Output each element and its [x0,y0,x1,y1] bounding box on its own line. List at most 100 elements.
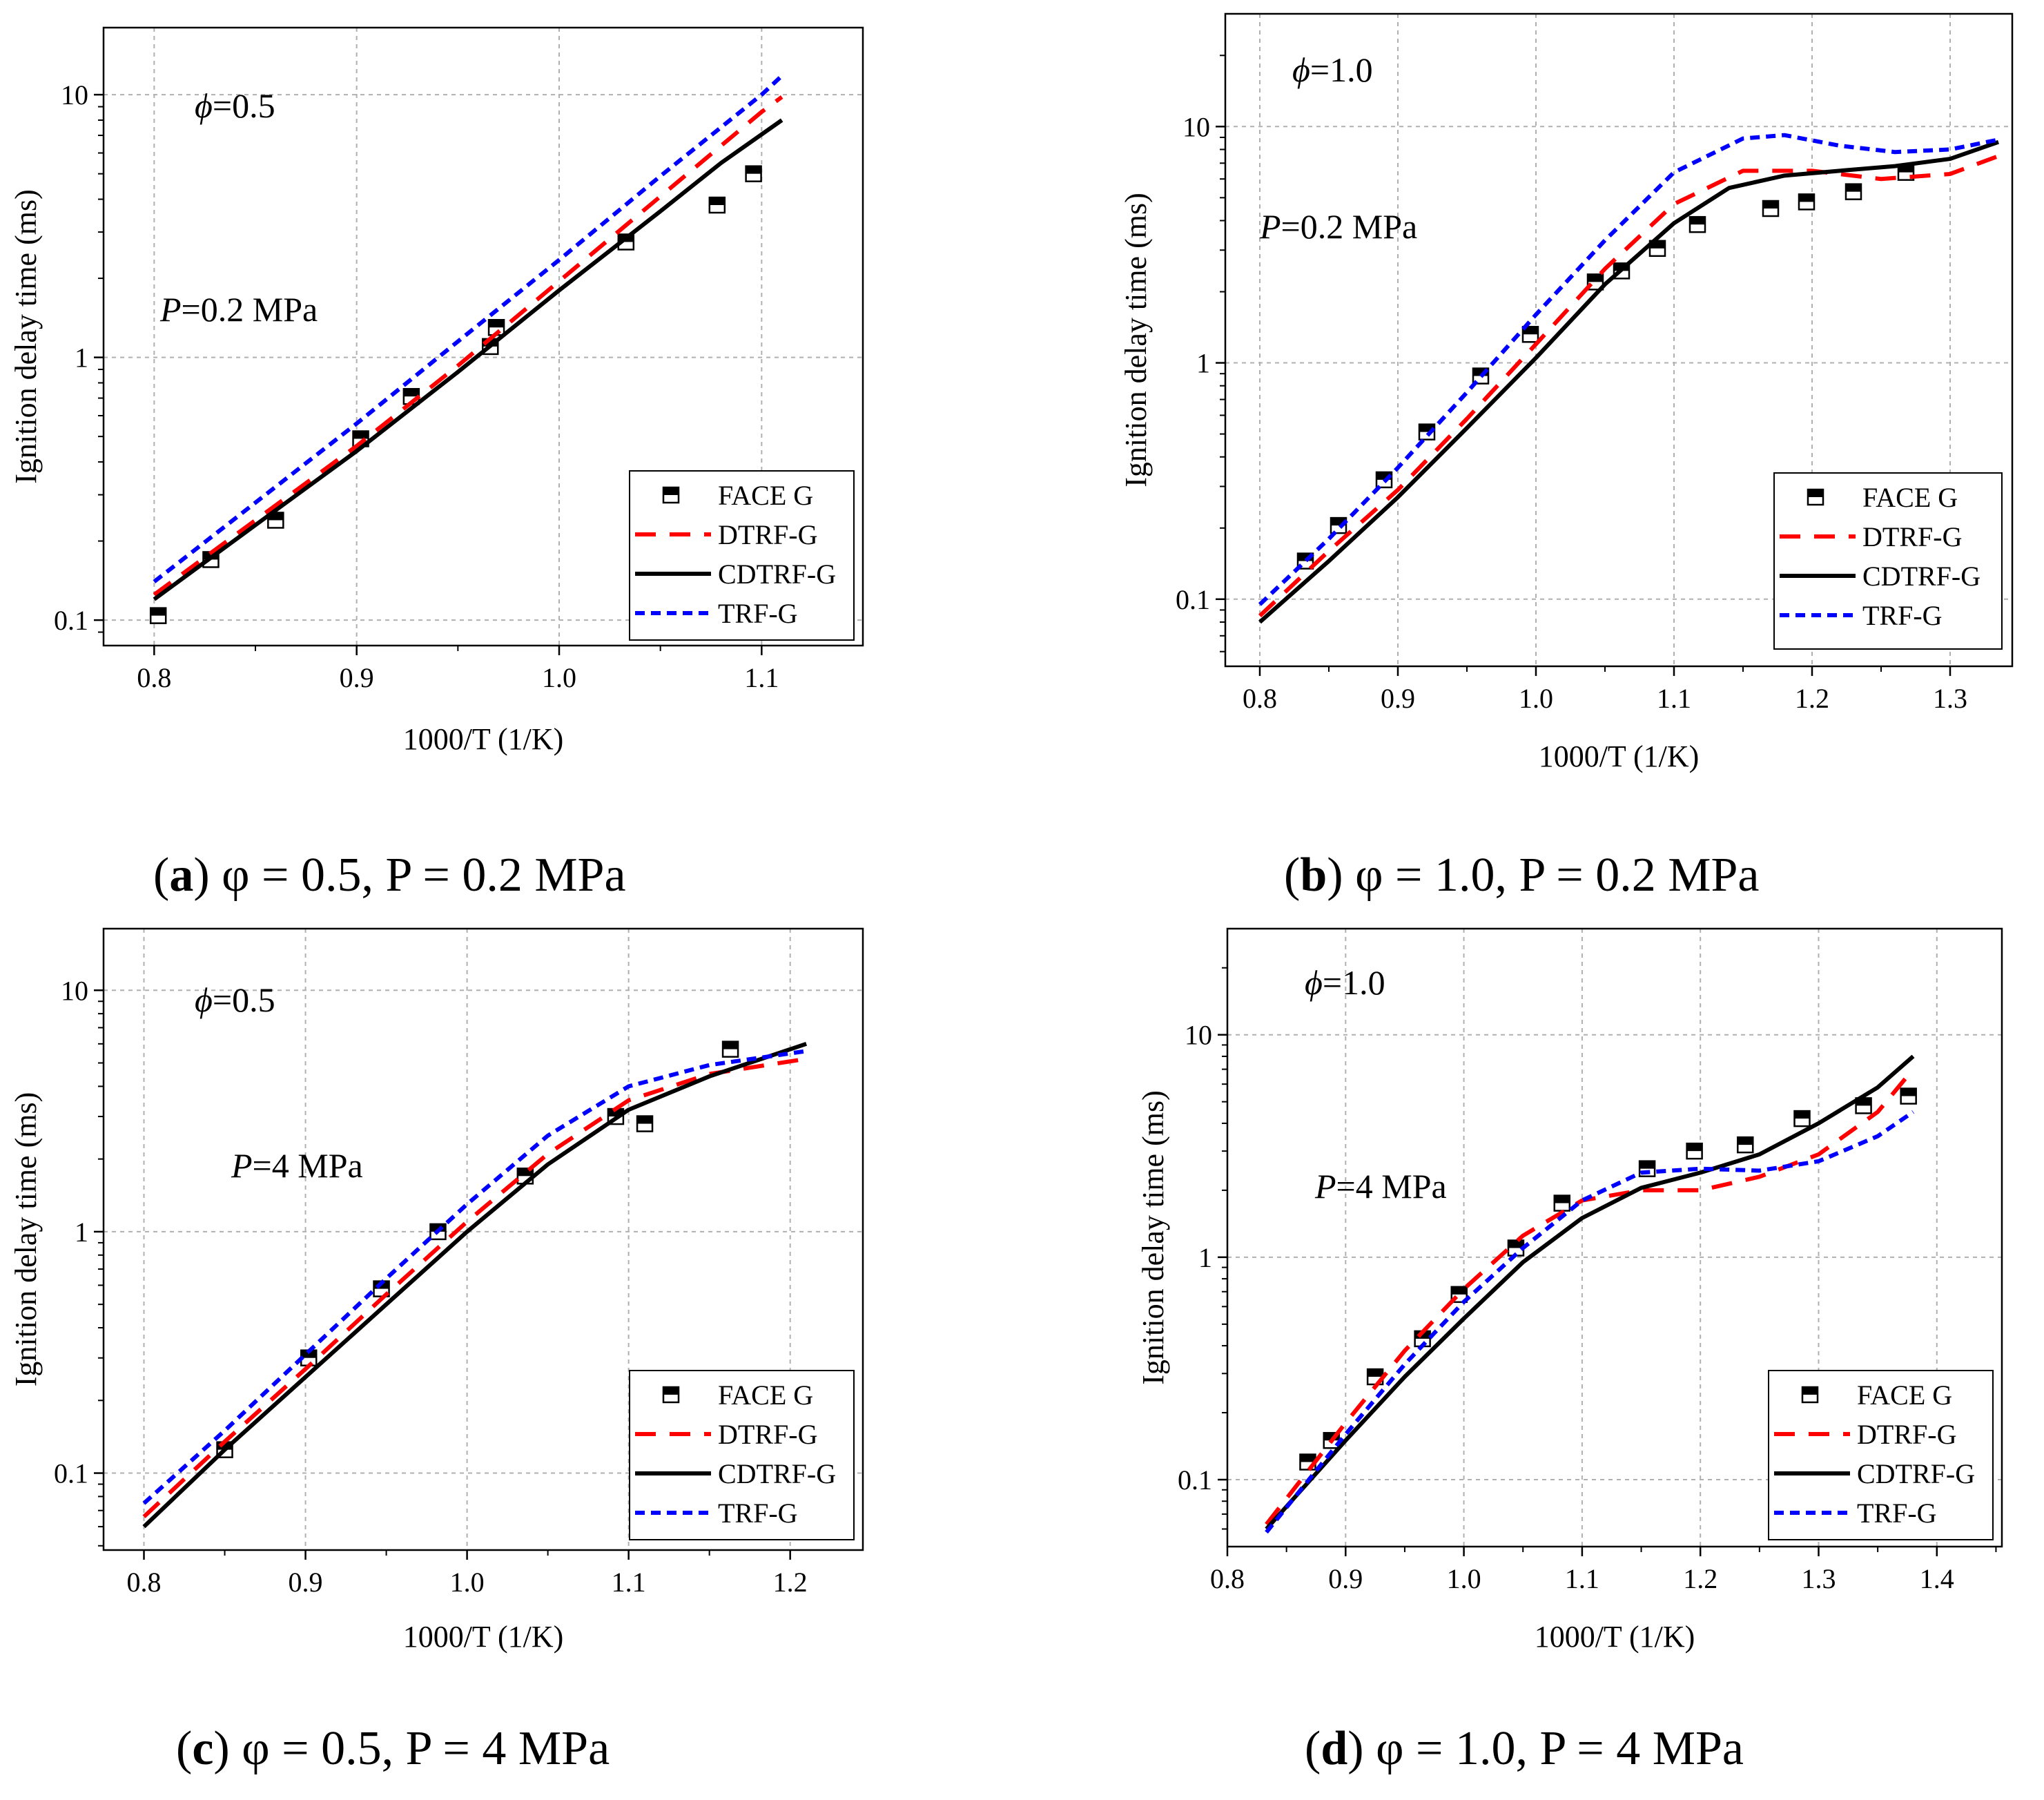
y-tick-label: 1 [75,342,88,374]
x-tick-label: 1.4 [1920,1563,1954,1594]
y-tick-label: 10 [61,79,88,110]
data-point-face-g-fill [1554,1195,1570,1203]
x-tick-label: 0.8 [1210,1563,1245,1594]
x-tick-label: 1.1 [612,1567,646,1598]
x-tick-label: 1.1 [744,662,779,693]
annotation-value: =0.5 [213,86,275,125]
data-point-face-g-fill [1799,194,1814,202]
caption-paren: ) [1347,1722,1376,1775]
caption-text: φ = 1.0, P = 0.2 MPa [1355,849,1759,902]
series-line-dtrf-g [1258,154,2000,618]
legend-label-trf-g: TRF-G [1857,1498,1937,1529]
caption-paren: ) [1327,849,1355,902]
data-point-face-g-fill [1898,164,1914,173]
data-point-face-g-fill [1856,1098,1871,1106]
plot-frame [1226,927,2003,1548]
data-point-face-g-fill [1794,1111,1810,1119]
pressure-annotation: P=4 MPa [1314,1167,1447,1206]
y-tick-label: 0.1 [54,605,88,636]
data-point-face-g-fill [746,166,761,174]
pressure-annotation: P=0.2 MPa [1259,207,1417,246]
legend-marker-face-g-fill [1802,1387,1818,1395]
annotation-value: =1.0 [1310,50,1373,89]
caption-paren: ) [193,849,222,902]
data-point-face-g-fill [1763,200,1778,209]
data-point-face-g-fill [1298,553,1313,561]
data-point-face-g-fill [637,1116,653,1124]
x-tick-label: 0.9 [340,662,374,693]
legend-label-dtrf-g: DTRF-G [718,1419,817,1450]
annotation-value: =4 MPa [253,1146,363,1185]
annotation-symbol: P [1259,207,1281,246]
x-tick-label: 1.1 [1565,1563,1599,1594]
x-tick-label: 0.8 [137,662,171,693]
series-line-dtrf-g [1265,1067,1915,1526]
legend-label-face g: FACE G [1862,482,1958,513]
data-point-face-g-fill [301,1350,317,1358]
data-point-face-g-fill [1451,1286,1467,1295]
x-tick-label: 1.0 [450,1567,485,1598]
data-point-face-g-fill [1331,518,1346,526]
series-line-dtrf-g [153,95,783,597]
legend-label-trf-g: TRF-G [718,1498,798,1529]
y-tick-label: 0.1 [1178,1464,1212,1496]
x-tick-label: 1.0 [542,662,576,693]
y-tick-label: 10 [1182,111,1210,142]
series-line-cdtrf-g [153,118,783,601]
caption-paren: ) [213,1722,242,1775]
legend-label-trf-g: TRF-G [718,598,798,629]
panel-d: 0.8 0.9 1.0 1.1 1.2 1.3 1.4 0.1 1 10 1000/T (1/K) I… [1136,927,2003,1775]
panel-caption: (b) φ = 1.0, P = 0.2 MPa [1284,849,1760,902]
x-tick-label: 1.2 [1795,683,1829,714]
annotation-symbol: ϕ [195,980,213,1019]
legend-label-cdtrf-g: CDTRF-G [1862,561,1980,592]
legend-marker-face-g-fill [663,487,679,495]
pressure-annotation: P=4 MPa [231,1146,363,1185]
data-point-face-g-fill [1639,1161,1655,1169]
data-point-face-g-fill [1323,1433,1339,1441]
annotation-value: =0.2 MPa [182,290,318,329]
data-point-face-g-fill [1419,424,1434,432]
caption-letter: d [1321,1722,1347,1775]
x-tick-label: 1.0 [1447,1563,1481,1594]
x-tick-label: 1.2 [1683,1563,1717,1594]
data-point-face-g-fill [403,389,419,397]
data-point-face-g-fill [723,1041,739,1049]
legend-label-cdtrf-g: CDTRF-G [718,559,836,590]
y-tick-label: 10 [1185,1020,1212,1051]
annotation-symbol: P [1314,1167,1336,1206]
caption-letter: c [192,1722,213,1775]
legend-label-dtrf-g: DTRF-G [1857,1419,1956,1450]
data-point-face-g-fill [1686,1143,1702,1152]
y-tick-label: 1 [1196,348,1210,379]
panel-caption: (d) φ = 1.0, P = 4 MPa [1305,1722,1744,1775]
series-line-cdtrf-g [1265,1054,1915,1531]
x-tick-label: 0.9 [1381,683,1415,714]
x-axis-title: 1000/T (1/K) [403,1620,564,1654]
data-point-face-g-fill [430,1223,446,1232]
x-tick-label: 0.9 [1328,1563,1363,1594]
plot-frame [102,927,864,1551]
data-point-face-g-fill [1523,327,1538,335]
panel-a: 0.8 0.9 1.0 1.1 0.1 1 10 1000/T (1/K) Ignition d… [9,26,864,902]
legend-label-dtrf-g: DTRF-G [1862,521,1962,552]
legend-marker-face-g-fill [663,1387,679,1395]
caption-paren: ( [153,849,169,902]
y-tick-label: 10 [61,975,88,1006]
data-point-face-g-fill [483,338,498,347]
caption-paren: ( [1305,1722,1321,1775]
data-point-face-g-fill [1376,472,1392,480]
caption-text: φ = 0.5, P = 0.2 MPa [222,849,625,902]
y-axis-title: Ignition delay time (ms) [1136,1090,1170,1384]
x-tick-label: 0.9 [289,1567,323,1598]
data-point-face-g-fill [1900,1088,1916,1096]
caption-paren: ( [1284,849,1300,902]
data-point-face-g-fill [607,1109,623,1117]
series-line-trf-g [153,74,783,583]
y-axis-title: Ignition delay time (ms) [9,189,43,483]
x-axis-title: 1000/T (1/K) [1535,1620,1695,1654]
caption-letter: b [1300,849,1327,902]
x-tick-label: 0.8 [127,1567,162,1598]
data-point-face-g-fill [1690,217,1705,225]
